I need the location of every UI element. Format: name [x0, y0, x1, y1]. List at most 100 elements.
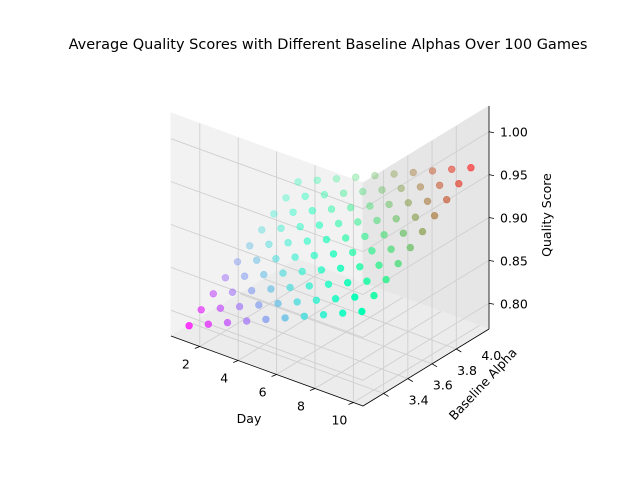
data-point	[363, 277, 371, 285]
z-tick-mark	[488, 174, 495, 177]
y-tick-label: 3.4	[409, 392, 429, 407]
x-tick-label: 8	[297, 399, 305, 414]
grid-line-z-right	[362, 174, 490, 252]
data-point	[347, 203, 355, 212]
x-tick-mark	[194, 346, 200, 349]
data-point	[455, 180, 463, 188]
x-tick-label: 6	[259, 385, 267, 400]
data-point	[354, 218, 362, 226]
y-tick-label: 3.8	[457, 363, 477, 378]
data-point	[336, 264, 345, 272]
data-point	[221, 274, 230, 282]
data-point	[291, 253, 299, 261]
data-point	[331, 295, 340, 303]
data-point	[334, 219, 343, 228]
data-point	[404, 199, 412, 207]
data-point	[324, 280, 333, 288]
data-point	[270, 210, 278, 218]
x-axis-label: Day	[237, 411, 262, 426]
z-tick-label: 1.00	[500, 125, 528, 140]
data-point	[274, 299, 282, 308]
grid-line-z-right	[362, 131, 490, 210]
data-point	[322, 235, 331, 244]
data-point	[411, 213, 420, 221]
y-axis-line	[362, 328, 490, 407]
data-point	[320, 191, 329, 199]
data-point	[258, 226, 266, 234]
grid-line-y-floor	[239, 293, 433, 365]
data-point	[443, 196, 451, 204]
data-point	[267, 285, 275, 293]
data-point	[197, 306, 205, 314]
data-point	[380, 231, 388, 239]
data-point	[272, 255, 280, 263]
data-point	[265, 240, 273, 249]
z-tick-mark	[488, 217, 495, 219]
data-point	[387, 245, 395, 253]
data-point	[356, 263, 364, 271]
data-point	[308, 207, 316, 215]
data-point	[409, 168, 417, 177]
data-point	[216, 304, 225, 312]
data-point	[366, 202, 374, 210]
data-point	[467, 164, 475, 172]
axis-panes	[169, 105, 491, 407]
data-point	[390, 170, 398, 178]
data-point	[332, 175, 341, 183]
grid-lines	[170, 123, 490, 403]
data-point	[277, 224, 285, 233]
grid-line-z-left	[170, 138, 364, 210]
grid-line-z-left	[170, 309, 364, 381]
data-point	[301, 192, 309, 201]
data-point	[262, 315, 270, 324]
data-point	[392, 215, 400, 223]
data-point	[185, 322, 193, 330]
data-point	[373, 216, 381, 225]
x-tick-label: 10	[331, 413, 347, 428]
data-point	[394, 259, 402, 268]
data-point	[327, 205, 336, 213]
y-tick-mark	[407, 378, 414, 382]
data-point	[228, 288, 237, 296]
data-point	[296, 223, 304, 231]
data-point	[351, 293, 359, 301]
data-point	[223, 318, 232, 327]
x-axis-line	[170, 335, 364, 407]
data-point	[243, 317, 251, 325]
data-point	[233, 258, 242, 266]
data-point	[329, 250, 338, 258]
x-tick-label: 2	[182, 357, 190, 372]
data-point	[312, 296, 321, 304]
data-point	[209, 290, 218, 298]
data-point	[418, 227, 427, 236]
data-point	[310, 251, 318, 260]
data-point	[371, 171, 379, 180]
z-tick-label: 0.85	[500, 253, 528, 268]
grid-line-z-right	[362, 260, 490, 338]
data-point	[378, 186, 386, 194]
chart-title: Average Quality Scores with Different Ba…	[69, 37, 588, 53]
data-point	[300, 312, 308, 320]
data-point	[313, 176, 321, 185]
data-point	[430, 212, 439, 220]
data-point	[382, 275, 390, 284]
grid-line-z-right	[362, 302, 490, 381]
z-tick-mark	[488, 259, 495, 262]
data-point	[428, 167, 437, 175]
data-point	[204, 320, 213, 328]
data-point	[315, 221, 324, 229]
data-point	[260, 270, 268, 279]
data-point	[358, 307, 366, 316]
data-point	[349, 248, 357, 257]
x-tick-mark	[348, 402, 354, 405]
data-point	[248, 286, 256, 295]
z-axis-label: Quality Score	[539, 173, 554, 257]
data-point	[397, 184, 405, 193]
data-point	[352, 173, 360, 181]
data-point	[416, 183, 425, 191]
data-point	[342, 234, 350, 242]
data-point	[385, 200, 393, 209]
data-point	[344, 279, 352, 287]
